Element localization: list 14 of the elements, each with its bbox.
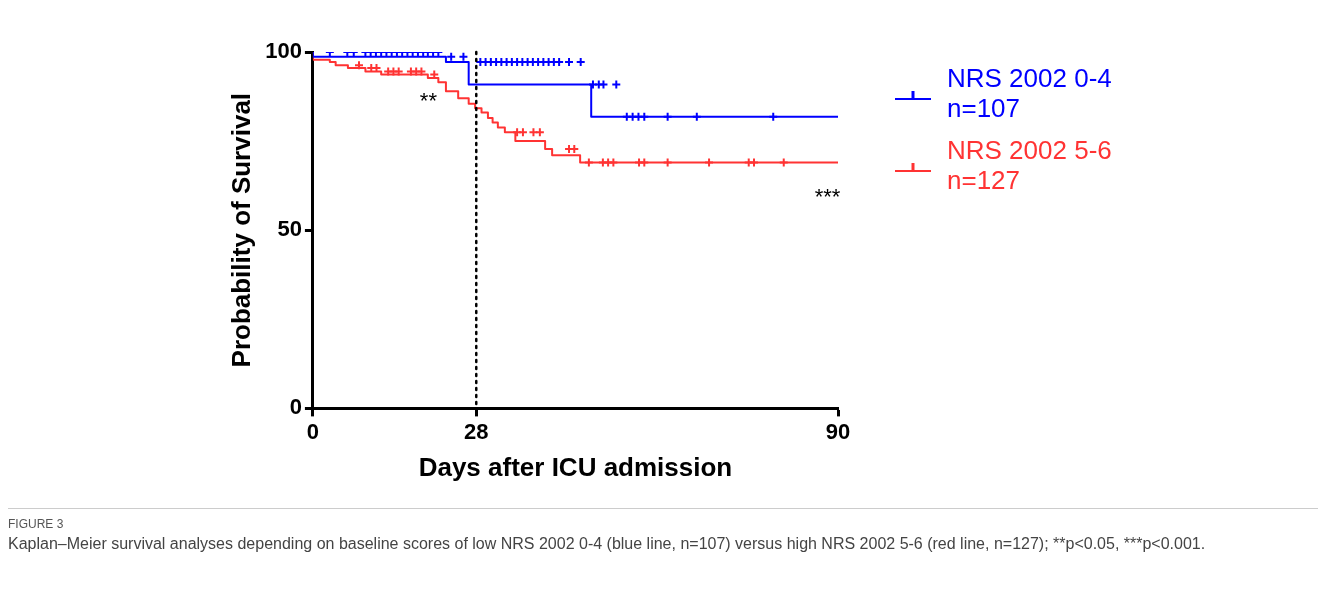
y-tick-label: 100: [265, 38, 302, 64]
y-tick-label: 0: [289, 394, 302, 420]
x-axis-title: Days after ICU admission: [418, 451, 733, 482]
legend-label: NRS 2002 5-6 n=127: [947, 135, 1112, 195]
y-tick-label: 50: [277, 216, 302, 242]
annotation: **: [419, 87, 438, 113]
caption: FIGURE 3: [8, 517, 65, 531]
x-tick-label: 0: [306, 418, 320, 444]
x-tick-label: 90: [825, 418, 851, 444]
legend-label: NRS 2002 0-4 n=107: [947, 63, 1112, 123]
y-axis-title: Probability of Survival: [225, 92, 256, 368]
text: Kaplan–Meier survival analyses depending on baseline scores of low NRS 2002 0-4 (blue line, n=107) versus high NRS 2002 5-6 (red line, n=127); **p<0.05, ***p<0.001.: [8, 535, 1207, 553]
x-tick-label: 28: [464, 418, 489, 444]
annotation: ***: [814, 184, 841, 210]
